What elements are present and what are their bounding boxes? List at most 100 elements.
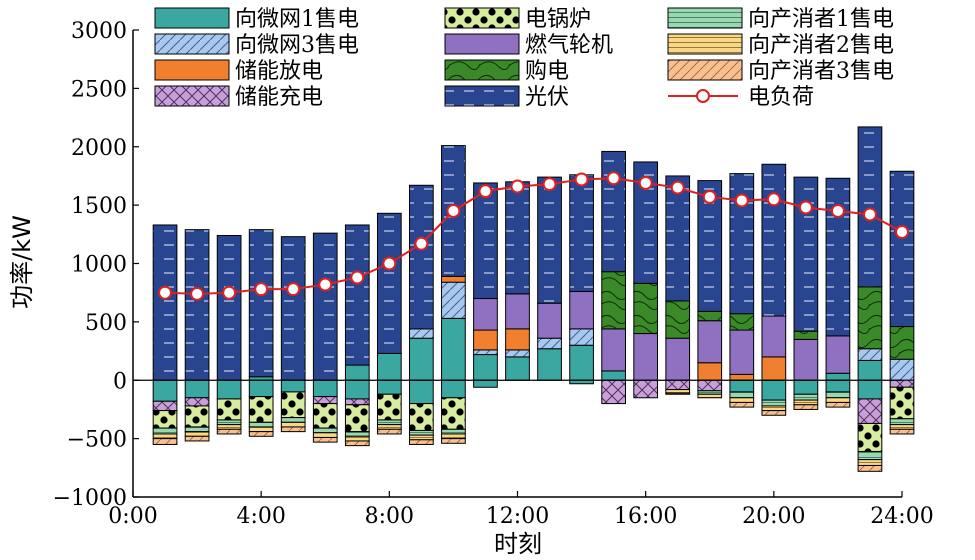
- bars-layer: [152, 126, 915, 472]
- legend-swatch: [154, 33, 230, 55]
- bar-segment-positive: [665, 300, 691, 339]
- legend-swatch: [154, 59, 230, 81]
- bar-segment-negative: [376, 428, 402, 435]
- bar-segment-positive: [729, 313, 755, 331]
- legend-label: 燃气轮机: [525, 33, 613, 58]
- load-line: [165, 177, 903, 295]
- bar-segment-negative: [889, 428, 915, 435]
- bar-segment-negative: [184, 397, 210, 407]
- bar-segment-positive: [729, 173, 755, 315]
- x-tick-label: 16:00: [614, 504, 677, 529]
- bar-segment-negative: [601, 379, 626, 405]
- bar-segment-positive: [344, 224, 370, 366]
- bar-segment-positive: [505, 293, 530, 330]
- x-axis-label: 时刻: [494, 530, 542, 558]
- bar-segment-negative: [248, 396, 274, 423]
- bar-segment-positive: [633, 282, 659, 335]
- bar-segment-negative: [665, 379, 691, 391]
- bar-segment-negative: [793, 404, 819, 410]
- bar-segment-negative: [184, 431, 210, 437]
- bar-segment-negative: [344, 398, 370, 406]
- bar-segment-negative: [729, 379, 755, 393]
- y-axis-label: 功率/kW: [8, 215, 36, 309]
- bar-segment-negative: [184, 379, 210, 399]
- bar-segment-negative: [889, 418, 915, 426]
- bar-segment-positive: [665, 337, 691, 381]
- load-point: [606, 171, 621, 186]
- load-point: [670, 180, 685, 195]
- bar-segment-negative: [857, 464, 883, 472]
- bar-segment-negative: [344, 431, 370, 437]
- y-tick-label: −1000: [53, 486, 127, 511]
- bar-segment-negative: [312, 403, 338, 429]
- bar-segment-negative: [248, 431, 274, 437]
- bar-segment-negative: [376, 379, 402, 395]
- bar-segment-negative: [697, 390, 723, 395]
- legend-label: 光伏: [525, 85, 569, 110]
- bar-segment-negative: [473, 379, 498, 388]
- bar-segment-positive: [473, 349, 498, 356]
- bar-segment-positive: [825, 335, 851, 374]
- bar-segment-negative: [409, 379, 434, 405]
- bar-segment-positive: [344, 364, 370, 381]
- bar-segment-positive: [152, 224, 178, 381]
- bar-segment-negative: [376, 419, 402, 426]
- bar-segment-negative: [409, 434, 434, 441]
- bar-segment-negative: [152, 379, 178, 402]
- bar-segment-positive: [761, 315, 787, 358]
- bar-segment-negative: [665, 389, 691, 394]
- bar-segment-negative: [152, 410, 178, 429]
- bar-segment-negative: [793, 393, 819, 401]
- bar-segment-negative: [280, 391, 306, 419]
- y-tick-label: 3000: [71, 19, 127, 44]
- bar-segment-positive: [473, 182, 498, 300]
- bar-segment-negative: [697, 379, 723, 392]
- bar-segment-positive: [473, 354, 498, 381]
- legend-label: 向产消者3售电: [748, 59, 894, 84]
- load-point: [862, 207, 877, 222]
- legend-label: 购电: [525, 59, 569, 84]
- bar-segment-negative: [184, 435, 210, 442]
- bar-segment-positive: [889, 170, 915, 328]
- load-point: [478, 184, 493, 199]
- bar-segment-positive: [569, 344, 594, 381]
- x-tick-label: 8:00: [365, 504, 414, 529]
- bar-segment-negative: [857, 450, 883, 461]
- bar-segment-negative: [312, 436, 338, 443]
- legend-swatch: [444, 59, 520, 81]
- load-point: [190, 286, 205, 301]
- legend-label: 电锅炉: [525, 7, 591, 32]
- load-point: [350, 270, 365, 285]
- bar-segment-positive: [280, 236, 306, 381]
- bar-segment-negative: [184, 426, 210, 433]
- bar-segment-negative: [729, 397, 755, 403]
- bar-segment-positive: [889, 326, 915, 360]
- bar-segment-positive: [537, 176, 562, 304]
- bar-segment-positive: [857, 348, 883, 361]
- bar-segment-negative: [825, 401, 851, 408]
- bar-segment-positive: [505, 349, 530, 358]
- bar-segment-negative: [216, 379, 242, 400]
- bar-segment-positive: [569, 174, 594, 293]
- y-tick-label: 2000: [71, 136, 127, 161]
- bar-segment-negative: [441, 428, 466, 435]
- legend-label: 向产消者1售电: [748, 7, 894, 32]
- bar-segment-positive: [825, 177, 851, 337]
- load-point: [542, 177, 557, 192]
- bar-segment-negative: [409, 429, 434, 436]
- bar-segment-positive: [537, 302, 562, 339]
- x-tick-label: 20:00: [742, 504, 805, 529]
- bar-segment-negative: [761, 405, 787, 412]
- bar-segment-positive: [697, 320, 723, 364]
- bar-segment-positive: [697, 310, 723, 322]
- bar-segment-negative: [761, 410, 787, 416]
- bar-segment-positive: [601, 271, 626, 330]
- bar-segment-negative: [376, 393, 402, 421]
- bar-segment-negative: [216, 398, 242, 421]
- load-point: [638, 175, 653, 190]
- load-point: [254, 282, 269, 297]
- bar-segment-negative: [825, 379, 851, 393]
- bar-segment-positive: [793, 330, 819, 340]
- bar-segment-negative: [376, 424, 402, 430]
